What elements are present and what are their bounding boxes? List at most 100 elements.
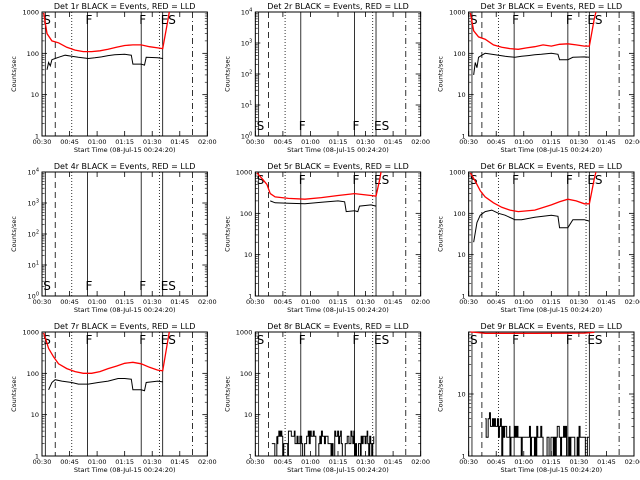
x-tick-label: 00:30 xyxy=(459,458,478,466)
y-tick-label: 10 xyxy=(457,251,465,259)
event-marker-label: S xyxy=(257,333,265,347)
y-axis-label: Counts/sec xyxy=(223,56,231,92)
lld-series-line xyxy=(43,11,170,53)
x-tick-label: 00:45 xyxy=(60,298,79,306)
y-tick-label: 10 xyxy=(31,411,39,419)
event-marker-label: S xyxy=(257,173,265,187)
y-axis-label: Counts/sec xyxy=(437,216,445,252)
x-tick-label: 01:30 xyxy=(143,298,162,306)
x-axis-label: Start Time (08-Jul-15 00:24:20) xyxy=(74,466,176,474)
lld-series-line xyxy=(256,171,382,200)
x-tick-label: 01:45 xyxy=(384,138,403,146)
event-marker-label: F xyxy=(299,173,306,187)
x-tick-label: 01:45 xyxy=(597,298,616,306)
x-tick-label: 01:00 xyxy=(301,458,320,466)
y-tick-label: 1000 xyxy=(22,9,39,17)
x-tick-label: 01:00 xyxy=(88,138,107,146)
event-marker-label: ES xyxy=(587,173,602,187)
detector-panel: Det 5r BLACK = Events, RED = LLD 1 10 100 10… xyxy=(223,162,430,314)
event-marker-label: S xyxy=(470,173,478,187)
plot-frame xyxy=(41,171,208,297)
x-tick-label: 00:45 xyxy=(274,138,293,146)
panel-title: Det 1r BLACK = Events, RED = LLD xyxy=(54,2,196,11)
event-marker-label: F xyxy=(353,119,360,133)
y-axis-label: Counts/sec xyxy=(437,376,445,412)
y-tick-label: 102 xyxy=(241,70,252,79)
x-tick-label: 00:30 xyxy=(246,458,265,466)
plot-frame xyxy=(41,331,208,457)
x-axis-label: Start Time (08-Jul-15 00:24:20) xyxy=(500,466,602,474)
panel-title: Det 5r BLACK = Events, RED = LLD xyxy=(267,162,409,171)
event-marker-label: F xyxy=(512,173,519,187)
x-tick-label: 01:45 xyxy=(384,298,403,306)
x-tick-label: 01:00 xyxy=(88,458,107,466)
x-tick-label: 00:30 xyxy=(33,298,52,306)
x-tick-label: 02:00 xyxy=(411,298,430,306)
detector-panel: Det 3r BLACK = Events, RED = LLD 1 10 100 10… xyxy=(437,2,640,154)
panel-title: Det 9r BLACK = Events, RED = LLD xyxy=(481,322,623,331)
lld-series-line xyxy=(469,171,597,213)
y-tick-label: 103 xyxy=(241,39,252,48)
detector-panel: Det 7r BLACK = Events, RED = LLD 1 10 100 10… xyxy=(10,322,217,474)
event-marker-label: S xyxy=(470,333,478,347)
x-tick-label: 01:45 xyxy=(597,138,616,146)
detector-panel: Det 8r BLACK = Events, RED = LLD 1 10 100 10… xyxy=(223,322,430,474)
y-axis-label: Counts/sec xyxy=(223,376,231,412)
panel-title: Det 6r BLACK = Events, RED = LLD xyxy=(481,162,623,171)
x-tick-label: 01:45 xyxy=(170,298,189,306)
event-marker-label: ES xyxy=(374,333,389,347)
event-marker-label: F xyxy=(566,333,573,347)
x-tick-label: 01:15 xyxy=(542,138,561,146)
events-series-line xyxy=(46,53,163,70)
event-marker-label: ES xyxy=(374,119,389,133)
y-tick-label: 1000 xyxy=(236,329,253,337)
y-axis-label: Counts/sec xyxy=(10,216,18,252)
x-tick-label: 01:30 xyxy=(143,138,162,146)
events-series-line xyxy=(473,209,590,243)
detector-panel: Det 2r BLACK = Events, RED = LLD 100 101 10… xyxy=(223,2,430,154)
y-tick-label: 101 xyxy=(28,261,39,270)
events-series-line xyxy=(48,378,163,392)
x-tick-label: 01:30 xyxy=(570,298,589,306)
y-tick-label: 1000 xyxy=(22,329,39,337)
events-series-line xyxy=(271,430,375,457)
x-tick-label: 01:45 xyxy=(170,138,189,146)
x-tick-label: 00:45 xyxy=(487,298,506,306)
x-tick-label: 01:30 xyxy=(570,458,589,466)
event-marker-label: F xyxy=(512,333,519,347)
x-tick-label: 00:30 xyxy=(459,138,478,146)
x-tick-label: 01:30 xyxy=(356,138,375,146)
event-marker-label: F xyxy=(85,13,92,27)
y-tick-label: 1 xyxy=(462,453,466,461)
y-axis-label: Counts/sec xyxy=(223,216,231,252)
x-tick-label: 01:45 xyxy=(170,458,189,466)
events-series-line xyxy=(473,52,590,75)
event-marker-label: F xyxy=(139,333,146,347)
plot-frame xyxy=(254,11,422,137)
y-tick-label: 1 xyxy=(462,293,466,301)
x-tick-label: 01:15 xyxy=(115,458,134,466)
event-marker-label: S xyxy=(43,13,51,27)
x-tick-label: 01:30 xyxy=(570,138,589,146)
event-marker-label: ES xyxy=(374,173,389,187)
x-tick-label: 00:45 xyxy=(274,298,293,306)
x-axis-label: Start Time (08-Jul-15 00:24:20) xyxy=(500,146,602,154)
x-tick-label: 00:30 xyxy=(246,138,265,146)
lld-series-line xyxy=(469,11,597,50)
x-tick-label: 00:45 xyxy=(60,138,79,146)
y-tick-label: 10 xyxy=(31,91,39,99)
y-tick-label: 1 xyxy=(248,453,252,461)
y-tick-label: 10 xyxy=(244,251,252,259)
event-marker-label: S xyxy=(43,333,51,347)
x-tick-label: 02:00 xyxy=(625,298,640,306)
x-tick-label: 01:00 xyxy=(514,458,533,466)
x-tick-label: 00:30 xyxy=(33,138,52,146)
panel-title: Det 2r BLACK = Events, RED = LLD xyxy=(267,2,409,11)
plot-frame xyxy=(41,11,208,137)
y-tick-label: 1 xyxy=(462,133,466,141)
x-tick-label: 01:30 xyxy=(356,298,375,306)
y-tick-label: 100 xyxy=(453,50,465,58)
events-series-line xyxy=(485,412,590,457)
event-marker-label: S xyxy=(470,13,478,27)
